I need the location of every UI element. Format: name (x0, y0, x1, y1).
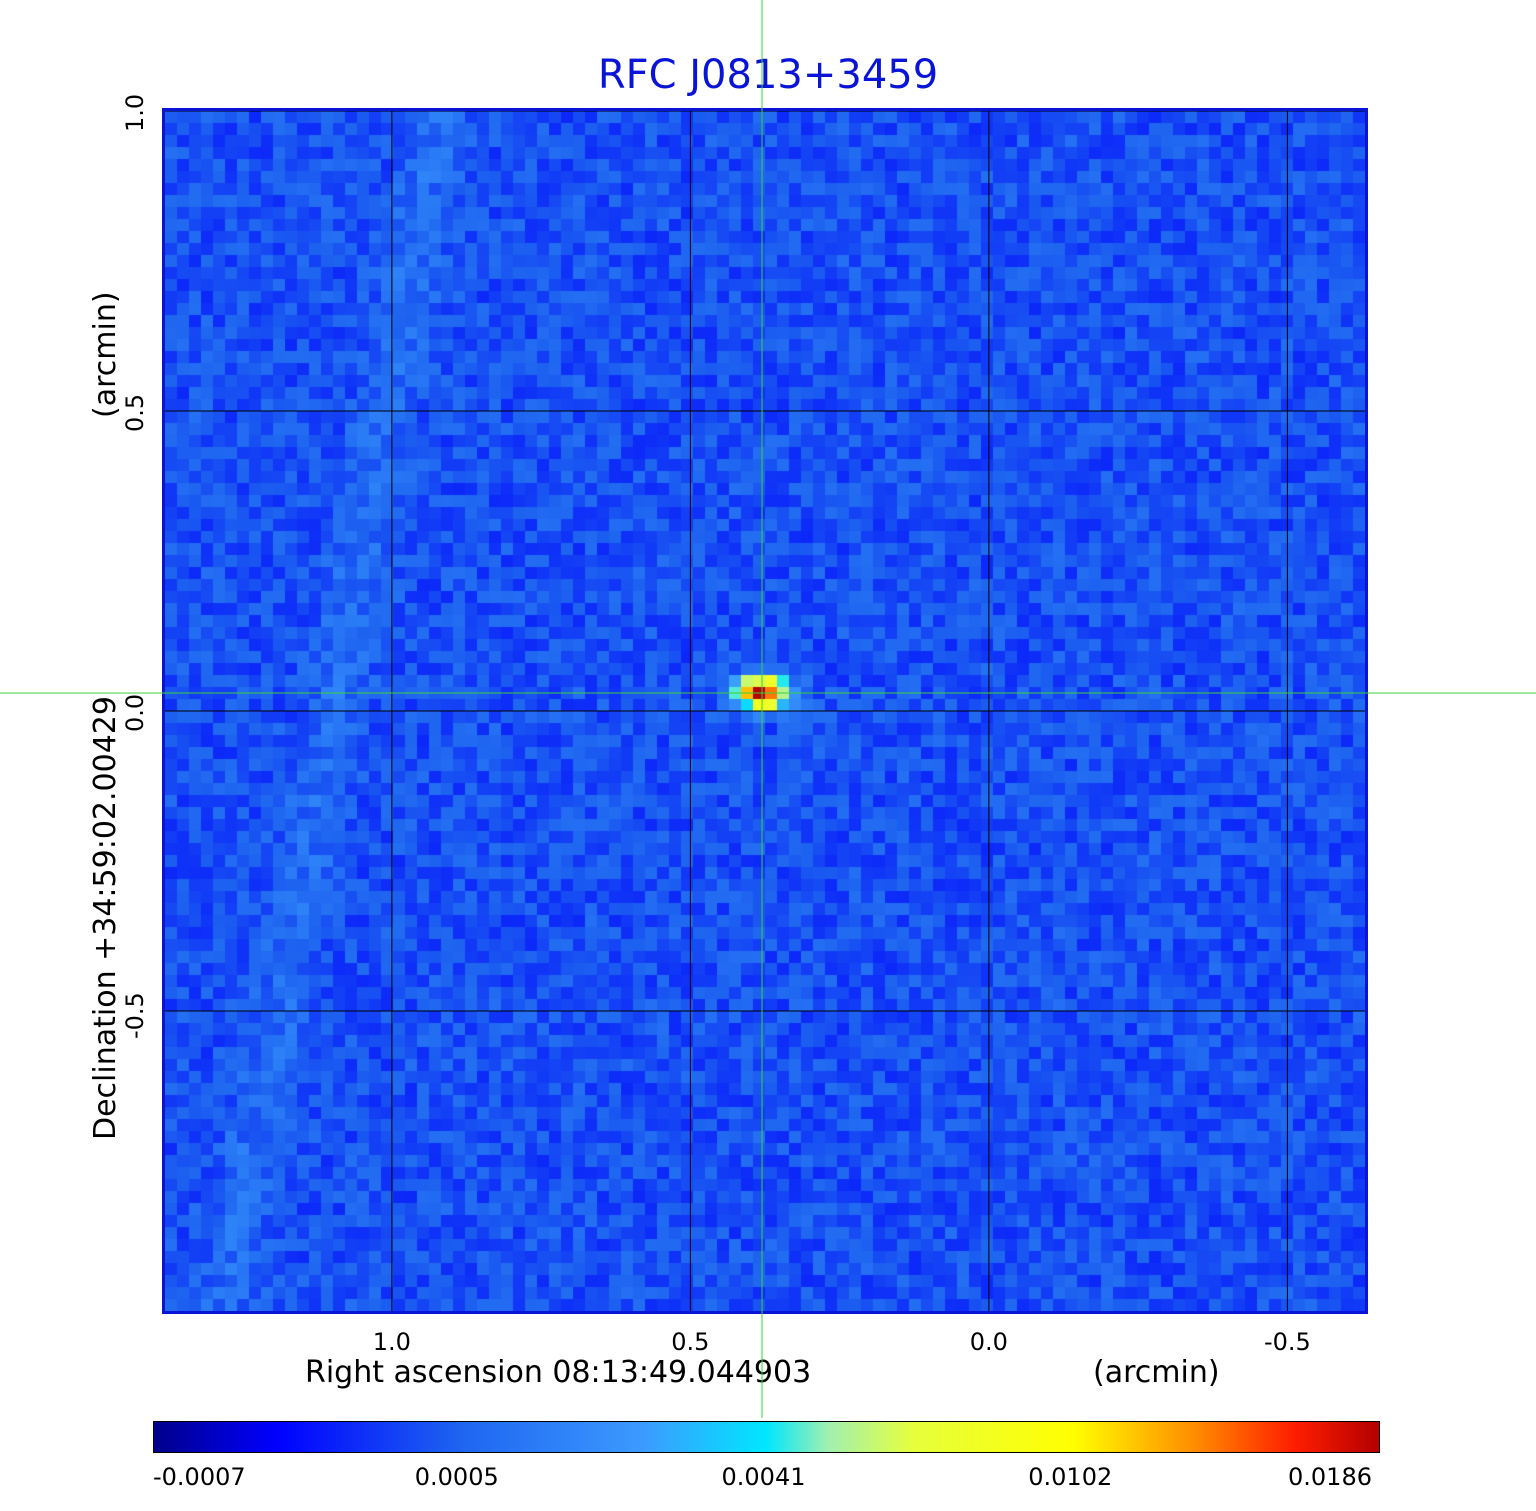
colorbar-tick-label: 0.0102 (1028, 1463, 1113, 1491)
x-tick-label: 0.5 (671, 1328, 710, 1356)
colorbar-tick-label: 0.0186 (1288, 1463, 1372, 1491)
colorbar-tick-label: 0.0005 (414, 1463, 499, 1491)
colorbar (153, 1421, 1380, 1453)
x-tick-label: 0.0 (969, 1328, 1008, 1356)
colorbar-tick-label: 0.0041 (721, 1463, 806, 1491)
x-axis-label: Right ascension 08:13:49.044903 (305, 1355, 812, 1390)
x-tick-label: -0.5 (1263, 1328, 1311, 1356)
x-tick-label: 1.0 (372, 1328, 411, 1356)
image-plot-area[interactable] (162, 108, 1368, 1314)
chart-title: RFC J0813+3459 (597, 52, 939, 98)
colorbar-tick-label: -0.0007 (153, 1463, 246, 1491)
coordinate-grid (165, 111, 1365, 1311)
x-axis-unit: (arcmin) (1093, 1355, 1220, 1390)
